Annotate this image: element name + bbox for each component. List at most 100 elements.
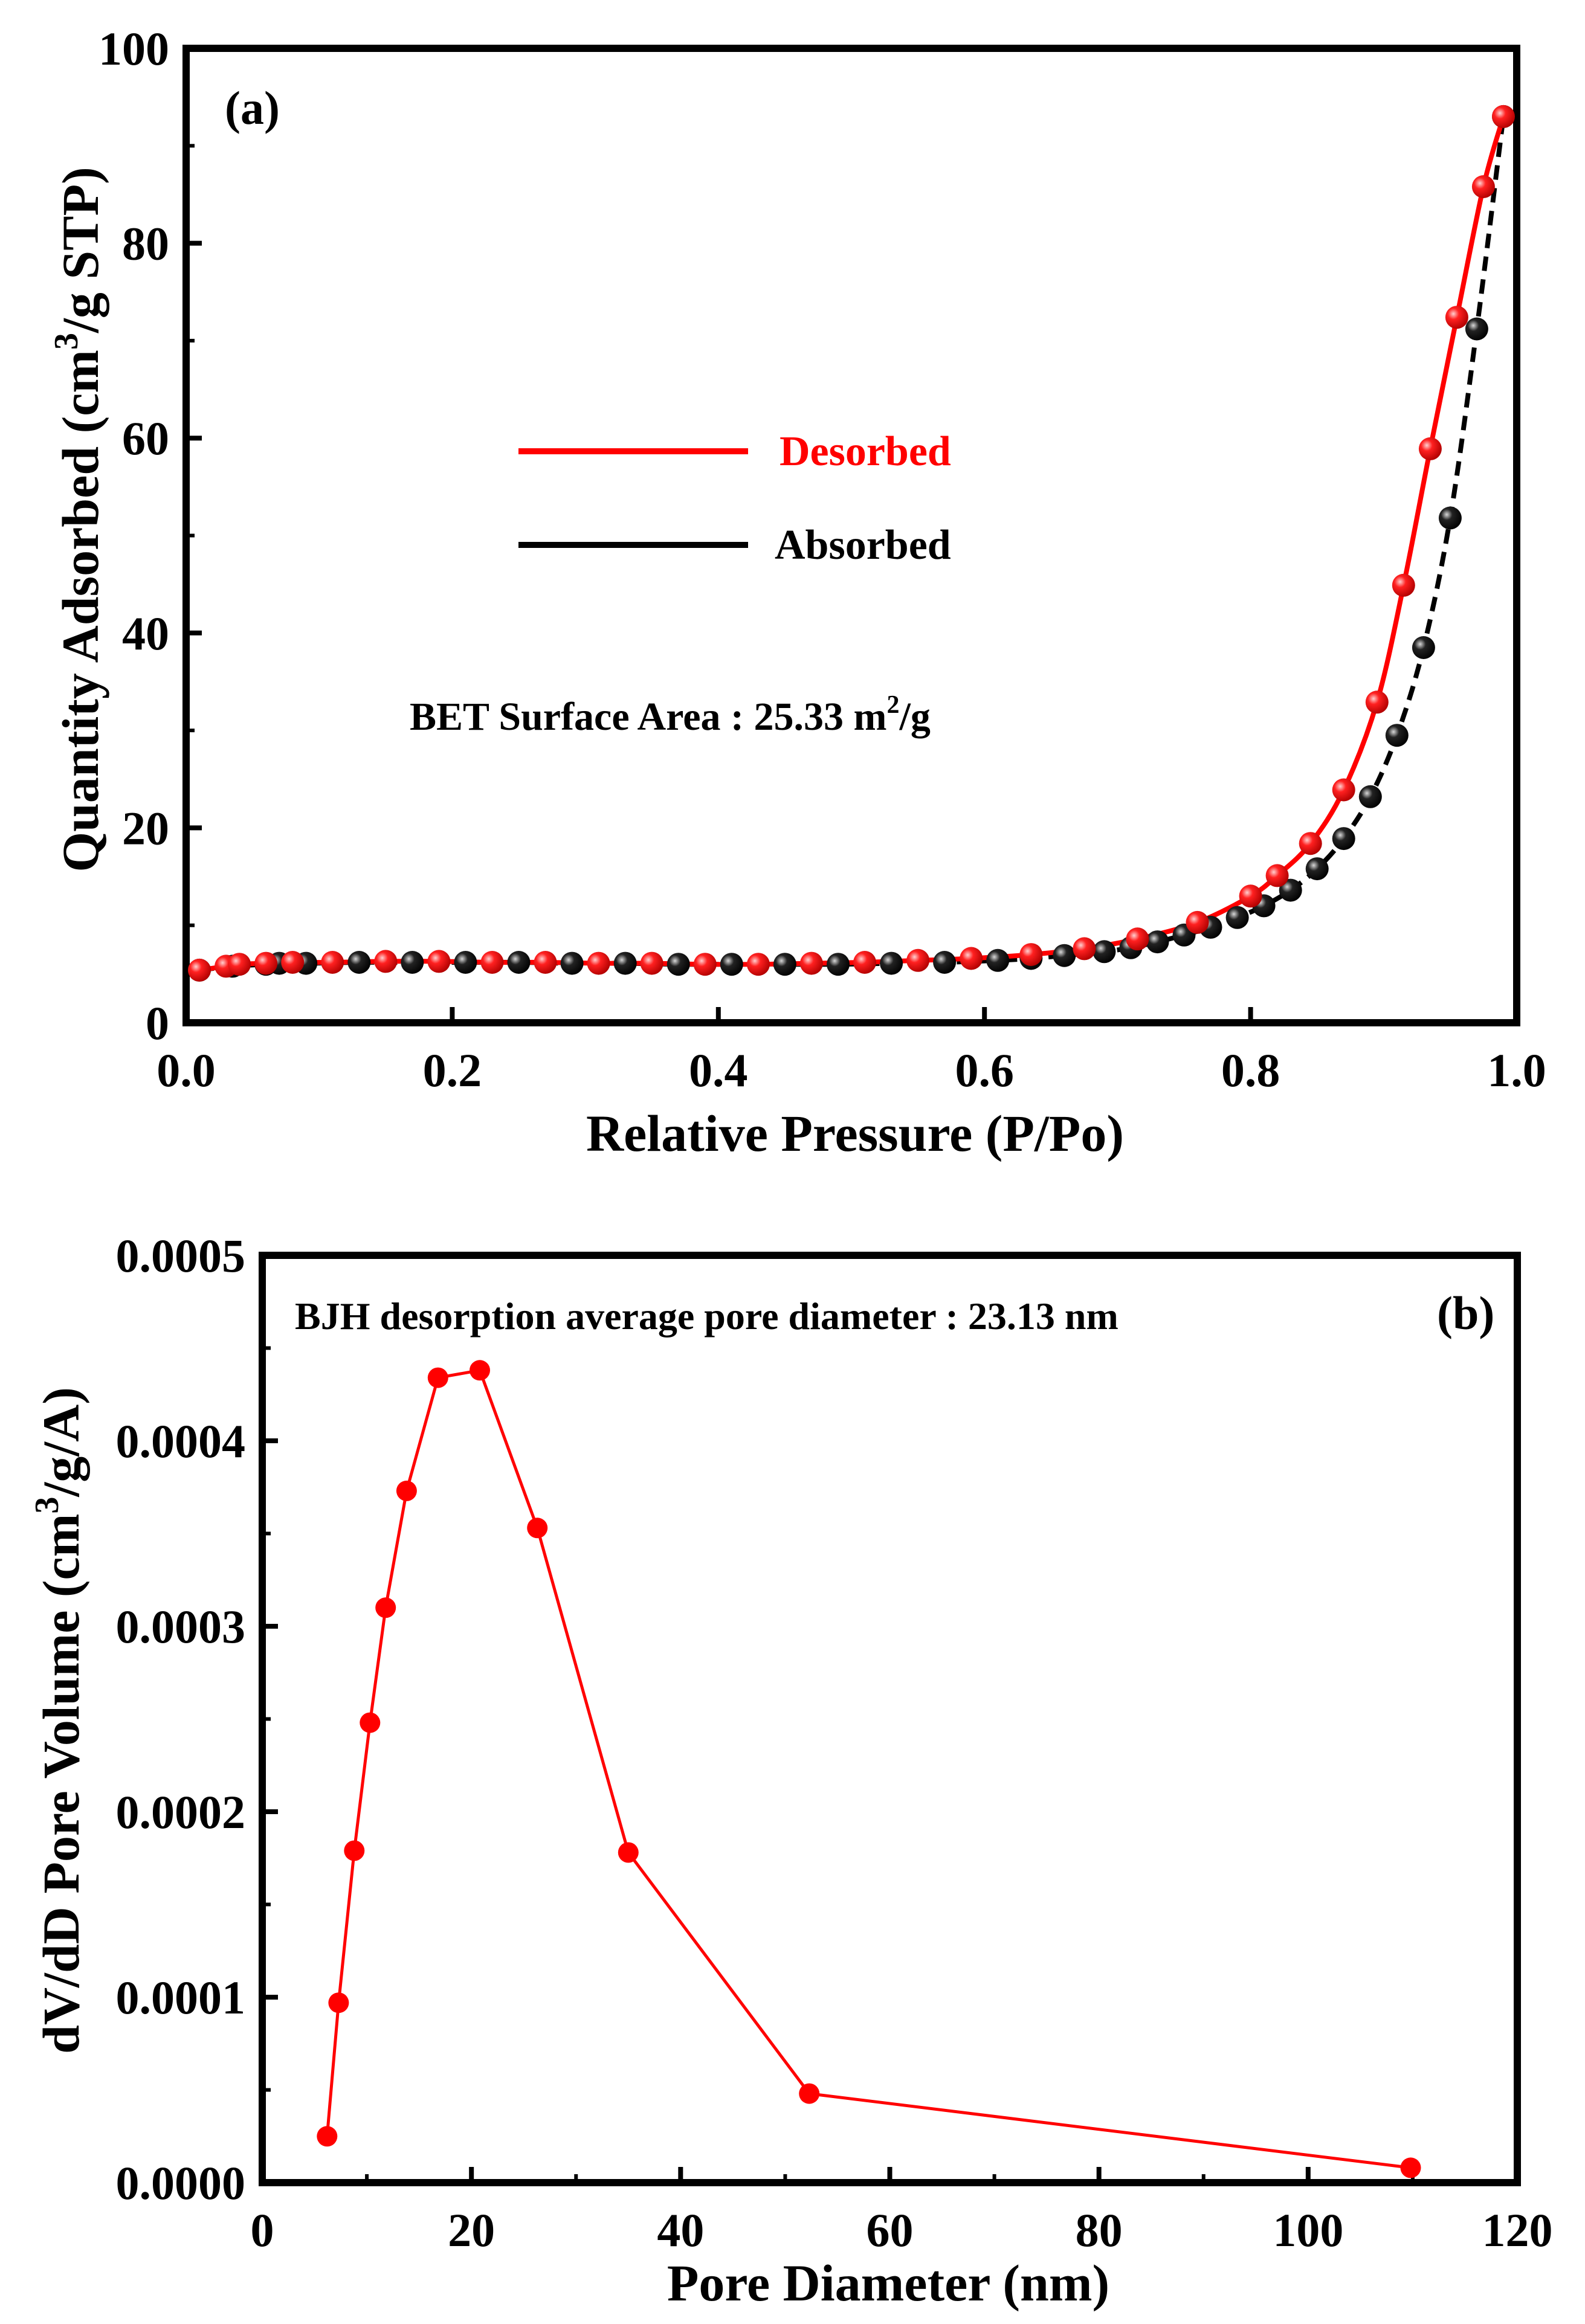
panel-a-desorbed-point [587,951,610,975]
panel-a-absorbed-point [1305,857,1329,881]
panel-a-bet-isotherm: 0.0 0.2 0.4 0.6 0.8 1.0 0 20 40 60 80 100 (a) Desor… [48,22,1546,1162]
panel-b-series-point [470,1360,490,1381]
panel-a-desorbed-point [427,950,451,973]
panel-b-x-tick-label: 80 [1076,2204,1123,2256]
panel-a-absorbed-point [1385,724,1409,747]
panel-b-y-tick-label: 0.0000 [116,2157,246,2209]
panel-a-desorbed-point [1299,832,1322,855]
panel-a-absorbed-point [1225,906,1249,929]
panel-a-absorbed-point [667,953,690,976]
panel-a-y-title-unit: /g STP) [51,167,109,333]
panel-a-label: (a) [225,82,280,134]
panel-b-y-tick-label: 0.0005 [116,1229,246,1282]
panel-b-y-tick-label: 0.0002 [116,1786,246,1838]
panel-a-desorbed-point [799,951,823,975]
panel-b-data-points [317,1360,1421,2178]
panel-a-y-tick-label: 20 [122,802,169,854]
panel-a-desorbed-point [1265,864,1289,887]
panel-a-desorbed-point [1239,884,1262,908]
panel-a-y-title-main: Quantity Adsorbed (cm [51,350,109,872]
panel-a-absorbed-point [1053,944,1076,967]
panel-a-desorbed-point [1445,306,1468,329]
panel-a-desorbed-point [1471,175,1495,198]
panel-a-desorbed-point [1332,778,1355,802]
panel-b-x-axis-title: Pore Diameter (nm) [667,2254,1109,2312]
panel-a-y-tick-label: 0 [146,997,169,1049]
panel-a-absorbed-point [1412,636,1435,659]
panel-b-series-point [328,1992,349,2013]
panel-a-y-tick-label: 40 [122,607,169,660]
panel-b-y-tick-label: 0.0003 [116,1600,246,1653]
panel-a-absorbed-point [507,951,531,974]
panel-a-x-tick-label: 1.0 [1487,1044,1546,1096]
panel-a-desorbed-point [640,951,663,975]
panel-b-series-line [325,1368,1411,2169]
panel-b-x-tick-label: 20 [448,2204,495,2256]
panel-a-ticks [184,46,1519,1025]
panel-b-y-tick-label: 0.0004 [116,1415,246,1467]
panel-a-desorbed-point [1186,910,1209,934]
panel-a-y-title-sup: 3 [48,333,85,350]
panel-a-absorbed-point [1093,940,1116,964]
panel-a-absorbed-point [720,953,743,976]
panel-b-y-tick-label: 0.0001 [116,1971,246,2024]
panel-b-bjh-pore-distribution: 0 20 40 60 80 100 120 0.0000 0.0001 0.0002 0.0003 0… [28,1229,1553,2312]
panel-a-absorbed-point [1438,506,1462,530]
panel-a-desorbed-point [534,951,557,974]
panel-b-series-line [325,1368,1411,2169]
panel-b-series-point [618,1842,639,1863]
panel-a-desorbed-point [1019,943,1043,967]
panel-b-x-tick-label: 0 [251,2204,274,2256]
panel-a-desorbed-point [960,947,983,970]
panel-b-series-point [1400,2157,1421,2178]
panel-a-desorbed-point [1365,690,1389,714]
panel-b-x-tick-label: 100 [1273,2204,1343,2256]
panel-a-y-tick-label: 80 [122,217,169,270]
panel-b-ticks [260,1253,1520,2185]
panel-b-x-tick-label: 60 [867,2204,914,2256]
panel-a-absorbed-point [1279,878,1302,902]
panel-a-y-tick-label: 60 [122,412,169,465]
legend-desorbed-label: Desorbed [780,428,951,475]
panel-b-tick-labels: 0 20 40 60 80 100 120 0.0000 0.0001 0.0002 0.0003 0… [116,1229,1553,2256]
panel-a-desorbed-point [374,950,398,973]
panel-a-desorbed-point [321,951,344,974]
panel-a-absorbed-point [933,951,957,974]
panel-a-desorbed-point [1492,105,1515,128]
panel-b-plot-frame [259,1252,1521,2186]
panel-a-data-points [188,105,1515,982]
panel-b-y-title-sup: 3 [28,1497,66,1514]
panel-b-x-tick-label: 120 [1482,2204,1553,2256]
panel-a-x-tick-label: 0.2 [423,1044,482,1096]
panel-a-desorbed-point [254,951,278,975]
panel-a-x-tick-label: 0.4 [689,1044,748,1096]
bjh-annotation: BJH desorption average pore diameter : 2… [295,1295,1119,1337]
panel-a-absorbed-point [1358,785,1382,808]
panel-a-absorbed-point [560,951,584,975]
panel-a-desorbed-point [853,951,876,974]
panel-b-series-point [799,2083,820,2104]
panel-a-x-tick-label: 0.6 [955,1044,1014,1096]
panel-b-x-tick-label: 40 [657,2204,704,2256]
panel-a-absorbed-point [454,951,477,974]
panel-a-desorbed-point [1392,573,1415,597]
panel-b-series-point [317,2126,338,2147]
panel-a-x-tick-label: 0.0 [157,1044,216,1096]
panel-a-x-tick-label: 0.8 [1221,1044,1280,1096]
panel-a-absorbed-point [880,951,903,975]
panel-a-desorbed-point [188,958,211,982]
panel-b-y-title-unit: /g/A) [32,1387,90,1498]
panel-a-y-axis-title: Quantity Adsorbed (cm3/g STP) [48,167,109,872]
panel-b-series-point [360,1712,381,1733]
panel-b-series-point [396,1480,417,1501]
panel-a-y-tick-label: 100 [98,22,169,75]
panel-a-desorbed-point [1073,937,1096,961]
panel-b-y-axis-title: dV/dD Pore Volume (cm3/g/A) [28,1387,90,2054]
panel-a-desorbed-point [746,953,770,976]
panel-a-absorbed-point [1146,930,1169,954]
panel-a-desorbed-point [281,951,305,974]
panel-b-label: (b) [1437,1287,1494,1339]
panel-a-absorbed-point [827,953,850,976]
panel-a-absorbed-point [347,951,371,974]
